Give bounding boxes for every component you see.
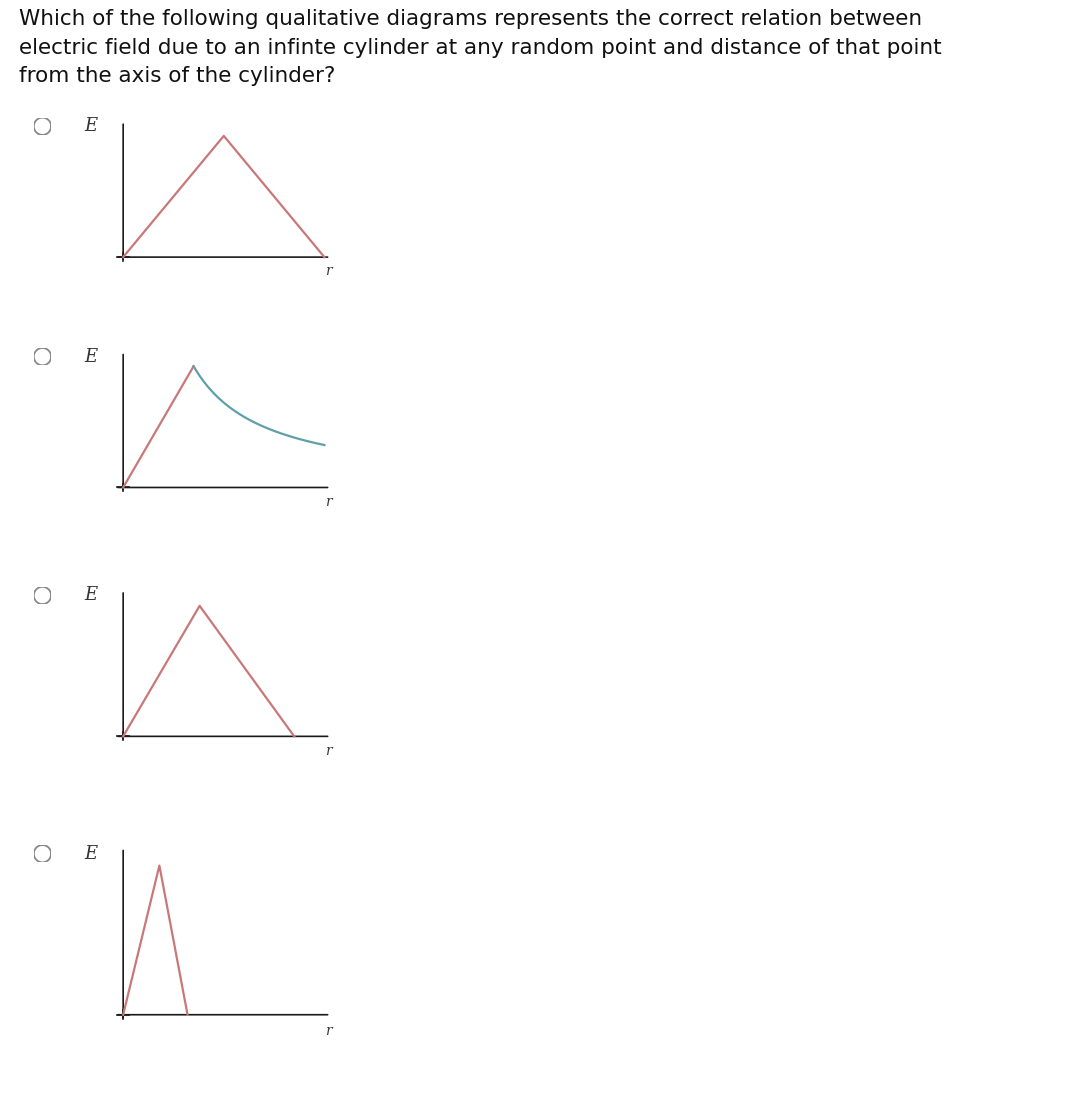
Text: E: E [84, 117, 98, 135]
Text: E: E [84, 845, 98, 862]
Text: E: E [84, 587, 98, 604]
Text: Which of the following qualitative diagrams represents the correct relation betw: Which of the following qualitative diagr… [19, 9, 942, 87]
Text: r: r [325, 744, 332, 758]
Text: r: r [325, 264, 332, 279]
Text: E: E [84, 348, 98, 365]
Text: r: r [325, 495, 332, 509]
Text: r: r [325, 1024, 332, 1038]
